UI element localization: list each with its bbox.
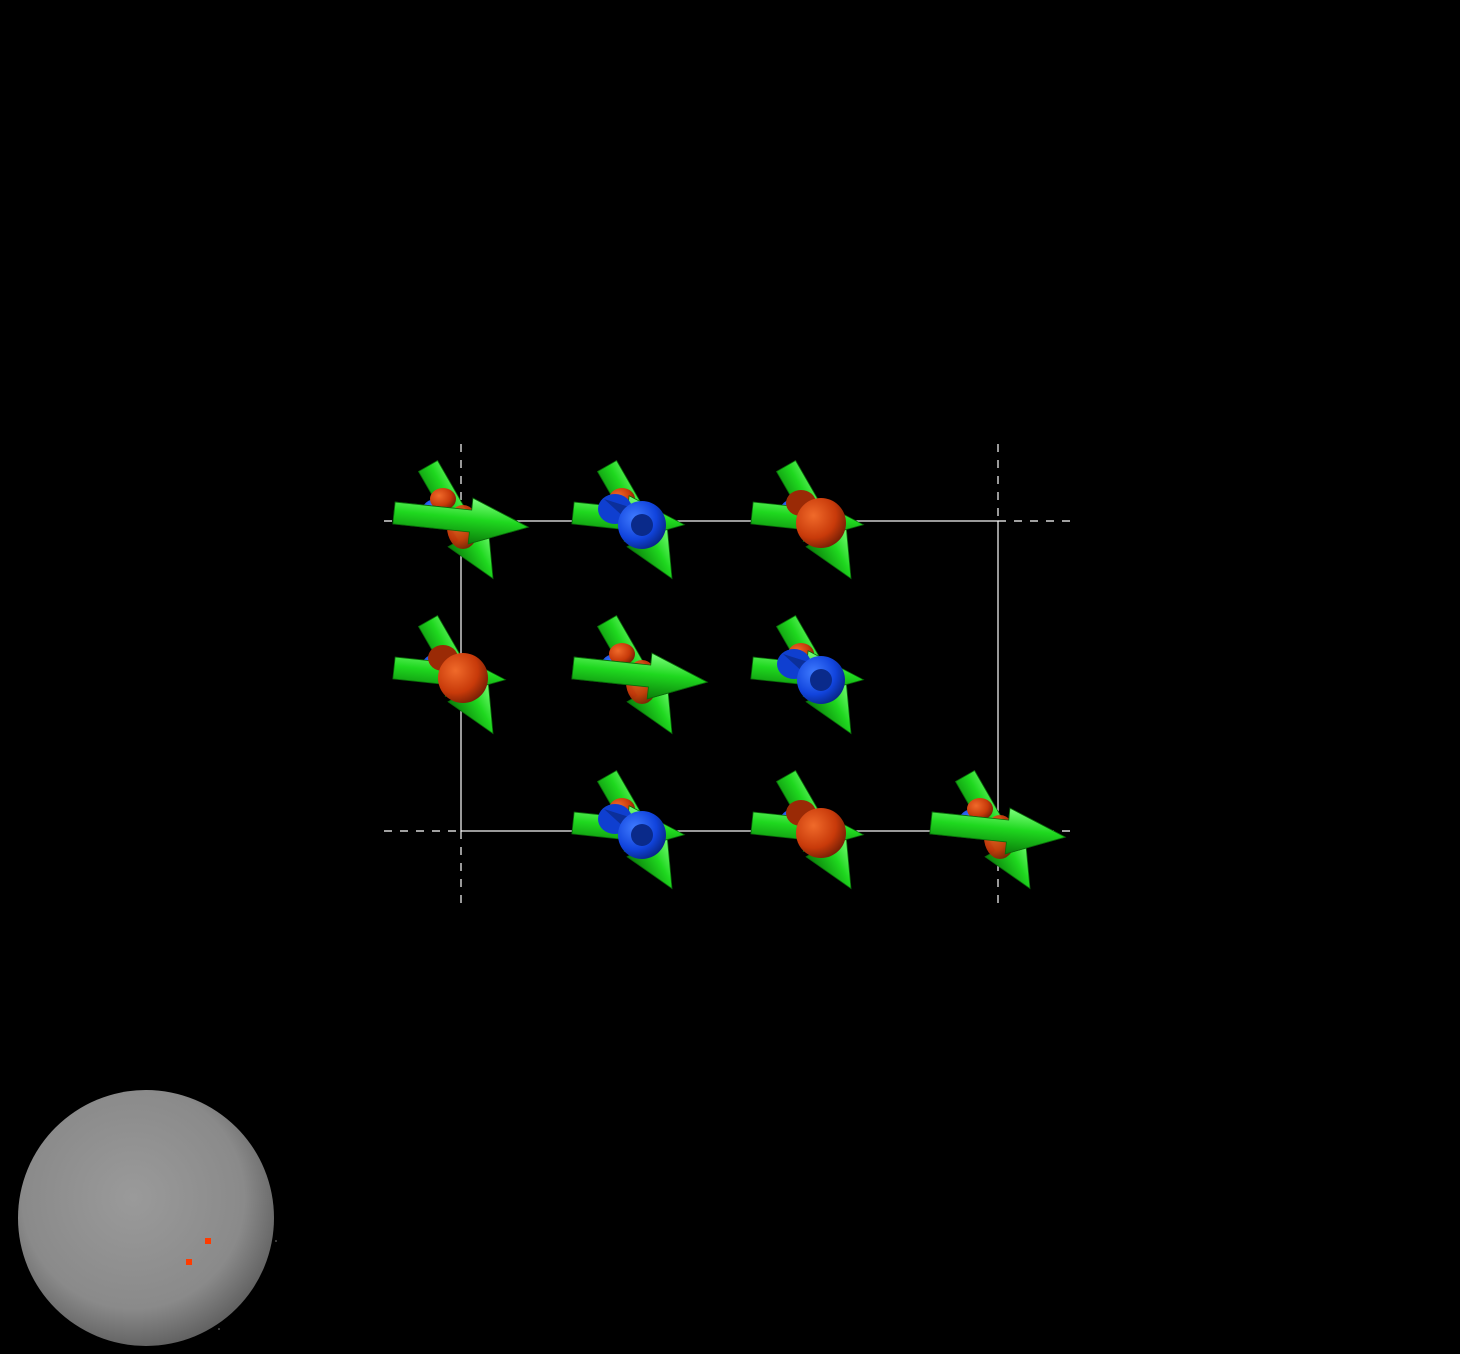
axis-tick [275,1240,277,1242]
red-arrow-icon [796,498,846,548]
axis-marker [186,1259,192,1265]
magnetic-sites [392,459,1067,890]
green-arrow-icon [571,652,709,700]
spin-arrow-horizontal-front [571,652,709,700]
magnetic-site [929,769,1067,890]
spin-arrow-horizontal-front [392,497,530,545]
sphere-axes-icon[interactable] [18,1090,274,1346]
green-arrow-icon [392,497,530,545]
axis-marker [205,1238,211,1244]
red-arrow-icon [438,653,488,703]
spin-arrow-horizontal-front [929,807,1067,855]
red-arrow-icon [609,643,635,665]
magnetic-site [571,769,686,890]
axis-tick [218,1328,220,1330]
magnetic-site [392,459,530,580]
magnetic-site [571,459,686,580]
orientation-sphere[interactable] [18,1090,277,1346]
blue-arrow-hole [631,514,653,536]
magnetic-site [392,614,507,735]
blue-arrow-hole [810,669,832,691]
magnetic-site [750,614,865,735]
magnetic-site [750,769,865,890]
green-arrow-icon [929,807,1067,855]
red-arrow-icon [967,798,993,820]
unit-cell-edge [460,520,999,832]
red-arrow-icon [796,808,846,858]
blue-arrow-hole [631,824,653,846]
magnetic-site [571,614,709,735]
red-arrow-icon [430,488,456,510]
magnetic-site [750,459,865,580]
